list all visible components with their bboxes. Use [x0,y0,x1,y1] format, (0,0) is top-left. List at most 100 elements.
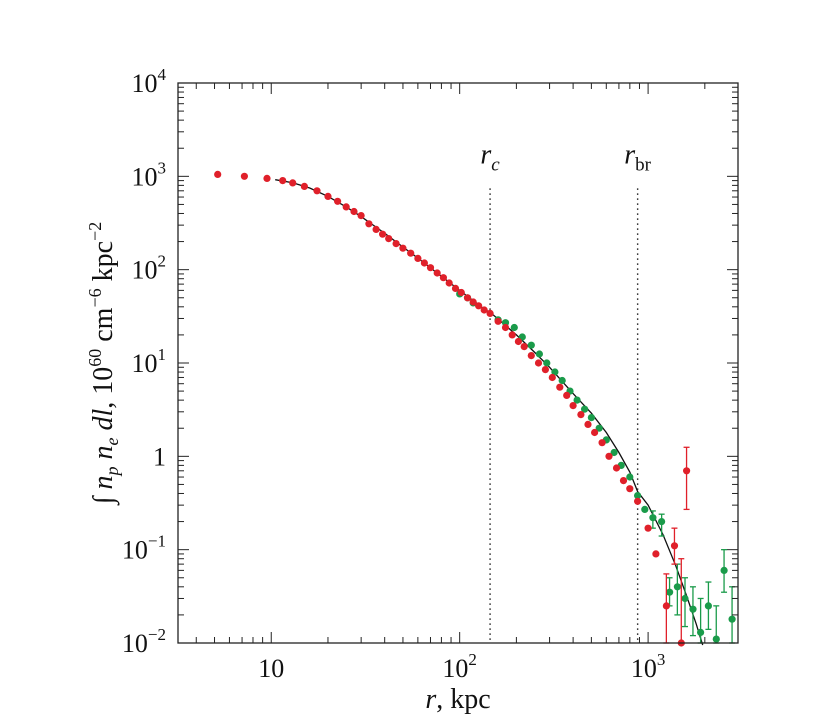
data-point [689,605,697,613]
data-point [581,405,589,413]
data-point [469,298,477,306]
data-point [486,309,494,317]
data-point [342,203,350,211]
data-point [626,473,634,481]
data-point [289,179,297,187]
data-point [463,294,472,302]
x-tick-label: 103 [631,650,666,683]
data-point [501,323,510,332]
x-tick-label: 102 [442,650,477,683]
data-point [658,518,666,526]
data-point [372,225,380,233]
x-axis-label: r, kpc [425,684,490,715]
data-point [573,396,581,404]
data-point [426,264,435,272]
data-point [445,279,453,287]
data-point [697,628,705,637]
data-point [595,424,603,432]
data-point [728,615,736,623]
data-point [433,269,441,277]
reference-line-label: rc [480,139,500,175]
data-point [634,497,642,505]
data-point [494,317,502,325]
data-point [439,274,447,282]
data-point [350,207,358,216]
data-point [670,542,679,550]
axes: 10 102 103 10−2 10−1 1 101 102 103 104 [122,65,739,683]
data-point [587,414,596,422]
data-point [541,366,550,374]
data-point [508,331,516,339]
data-point [666,588,674,596]
x-tick-label: 10 [258,654,284,683]
data-point [683,467,691,475]
plot-area: rc rbr [214,139,736,647]
data-point [514,337,523,346]
data-point [313,187,321,195]
y-tick-label: 1 [153,442,166,471]
data-point [610,448,618,457]
data-point [584,420,592,428]
data-point [480,306,488,314]
data-point [720,566,728,575]
data-point [414,254,422,262]
data-point [392,240,400,248]
data-point [527,341,535,349]
data-point [357,212,365,220]
data-point [556,383,564,391]
y-tick-label: 102 [132,252,167,285]
data-point [535,350,544,358]
data-point [662,602,671,610]
data-point [626,485,634,493]
data-point [214,170,222,178]
data-point [534,359,543,367]
y-axis-label: ∫ np ne dl, 1060 cm−6 kpc−2 [85,222,122,506]
reference-line-label: rbr [624,139,651,175]
data-point [420,259,428,267]
data-point [543,359,551,367]
data-point [712,635,720,643]
data-point [577,411,585,419]
data-point [704,602,713,610]
data-point [548,373,556,382]
data-point [263,174,271,182]
y-tick-label: 103 [132,158,167,191]
data-point [527,352,535,360]
data-point [558,376,566,385]
data-point [399,244,407,252]
data-point [641,505,649,513]
data-point [324,192,332,200]
data-point [240,172,248,180]
data-point [475,302,483,310]
data-point [649,514,657,522]
data-point [634,492,642,500]
data-point [334,197,342,205]
data-point [591,428,599,437]
y-tick-label: 101 [132,345,167,378]
data-point [644,524,652,532]
data-point [652,550,660,558]
data-point [510,323,518,332]
data-point [407,249,415,257]
data-point [279,177,287,185]
data-point [598,439,606,447]
data-point [457,288,465,297]
data-point [300,182,308,190]
data-point [379,230,387,238]
data-point [451,284,460,292]
data-point [673,583,682,591]
data-point [365,220,373,228]
y-tick-label: 104 [132,65,167,98]
data-point [551,368,559,376]
data-point [681,594,689,603]
data-point [520,343,528,351]
data-point [605,452,613,460]
data-point [563,391,571,399]
data-point [619,477,628,485]
data-point [569,402,577,410]
y-tick-label: 10−2 [122,625,166,658]
data-point [612,464,621,472]
y-tick-label: 10−1 [122,532,166,565]
